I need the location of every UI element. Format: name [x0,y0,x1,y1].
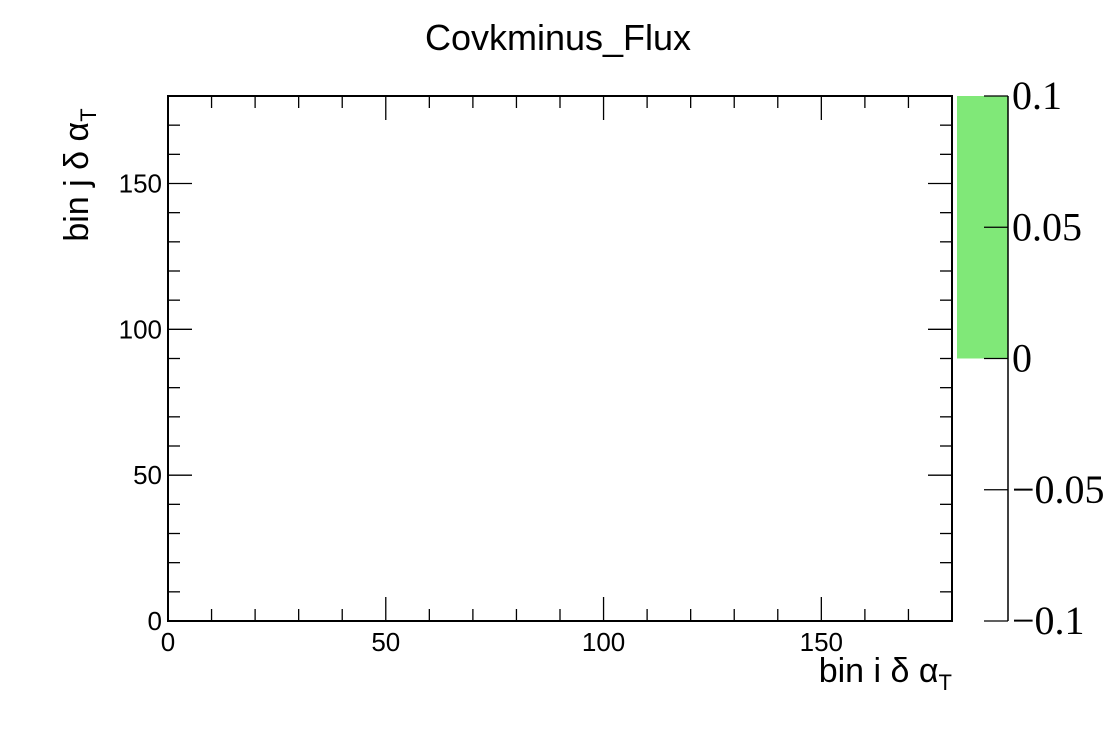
color-scale-tick-label: −0.1 [1012,598,1085,643]
y-axis-label: bin j δ αT [58,108,101,241]
x-tick-label: 0 [161,627,175,657]
color-scale-tick-label: 0.1 [1012,73,1062,118]
y-axis-label-text: bin j δ α [58,122,96,242]
x-axis-label: bin i δ αT [819,652,952,695]
color-scale: 0.1 0.05 0 −0.05 −0.1 [957,73,1105,643]
axis-ticks [168,96,952,621]
x-tick-label: 50 [371,627,400,657]
chart-title: Covkminus_Flux [425,17,691,58]
color-scale-tick-label: −0.05 [1012,467,1105,512]
svg-text:bin j δ αT: bin j δ αT [58,108,101,241]
color-scale-ticks: 0.1 0.05 0 −0.05 −0.1 [984,73,1105,643]
x-axis-label-subscript: T [939,670,952,695]
y-tick-label: 0 [148,606,162,636]
y-tick-label: 50 [133,460,162,490]
y-axis-label-subscript: T [76,108,101,121]
x-axis-label-text: bin i δ α [819,652,939,690]
y-tick-label: 100 [119,314,162,344]
color-scale-tick-label: 0.05 [1012,204,1082,249]
x-tick-label: 100 [582,627,625,657]
color-scale-tick-label: 0 [1012,336,1032,381]
plot-frame [167,95,953,622]
x-tick-label: 150 [800,627,843,657]
axis-tick-labels: 0 50 100 150 0 50 100 150 [119,169,843,658]
svg-text:bin i δ αT: bin i δ αT [819,652,952,695]
y-tick-label: 150 [119,169,162,199]
